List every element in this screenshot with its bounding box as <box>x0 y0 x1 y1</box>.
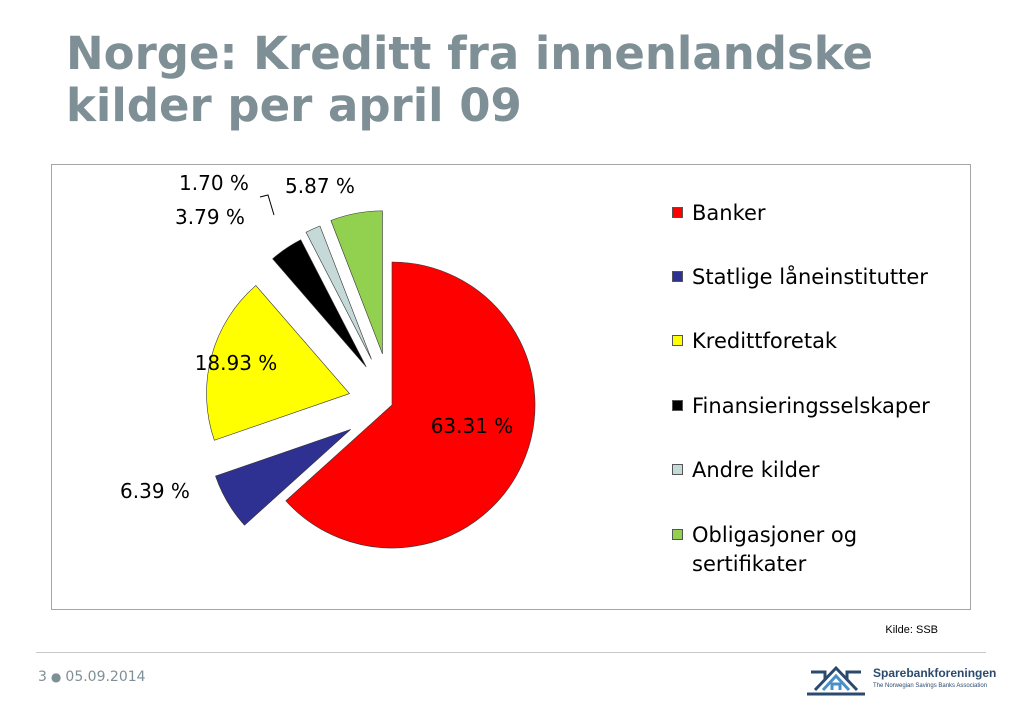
data-label-banker: 63.31 % <box>431 414 514 438</box>
pie-chart: 63.31 % 6.39 % 18.93 % 3.79 % 1.70 % 5.87 % <box>120 171 536 549</box>
legend-swatch <box>672 335 683 346</box>
legend-swatch <box>672 529 683 540</box>
source-note: Kilde: SSB <box>885 624 938 636</box>
footer-page-info: 3 ● 05.09.2014 <box>38 669 146 685</box>
legend-label: Obligasjoner og sertifikater <box>692 523 858 576</box>
pie-slice-obligasjoner <box>330 210 383 354</box>
logo-mark-icon <box>807 665 865 696</box>
footer-divider <box>36 652 986 653</box>
slide-title: Norge: Kreditt fra innenlandske kilder p… <box>66 27 873 132</box>
legend-label: Andre kilder <box>692 458 820 482</box>
data-label-kredittforetak: 18.93 % <box>195 351 278 375</box>
legend-swatch <box>672 400 683 411</box>
data-label-obligasjoner: 5.87 % <box>285 174 355 198</box>
pie-slice-banker <box>285 261 536 549</box>
label-leader-line <box>259 194 275 216</box>
pie-slice-kredittforetak <box>206 285 351 441</box>
legend-label: Kredittforetak <box>692 329 838 353</box>
page-number: 3 <box>38 669 47 685</box>
chart-frame: 63.31 % 6.39 % 18.93 % 3.79 % 1.70 % 5.87 % B… <box>51 164 971 610</box>
pie-slice-andre <box>305 225 372 360</box>
logo-tagline: The Norwegian Savings Banks Association <box>873 683 988 689</box>
data-label-statlige: 6.39 % <box>120 479 190 503</box>
sparebankforeningen-logo: Sparebankforeningen The Norwegian Saving… <box>803 660 997 700</box>
pie-slice-finansiering <box>272 239 367 368</box>
bullet-icon: ● <box>50 670 62 684</box>
pie-slice-statlige <box>215 429 351 526</box>
legend-label: Banker <box>692 201 766 225</box>
legend-swatch <box>672 207 683 218</box>
legend-label: Finansieringsselskaper <box>692 394 930 418</box>
legend-swatch <box>672 271 683 282</box>
logo-name: Sparebankforeningen <box>873 666 997 680</box>
legend-label: Statlige låneinstitutter <box>692 265 928 289</box>
footer-date: 05.09.2014 <box>65 669 146 685</box>
legend-swatch <box>672 464 683 475</box>
data-label-andre: 1.70 % <box>179 171 249 195</box>
data-label-finansiering: 3.79 % <box>175 205 245 229</box>
